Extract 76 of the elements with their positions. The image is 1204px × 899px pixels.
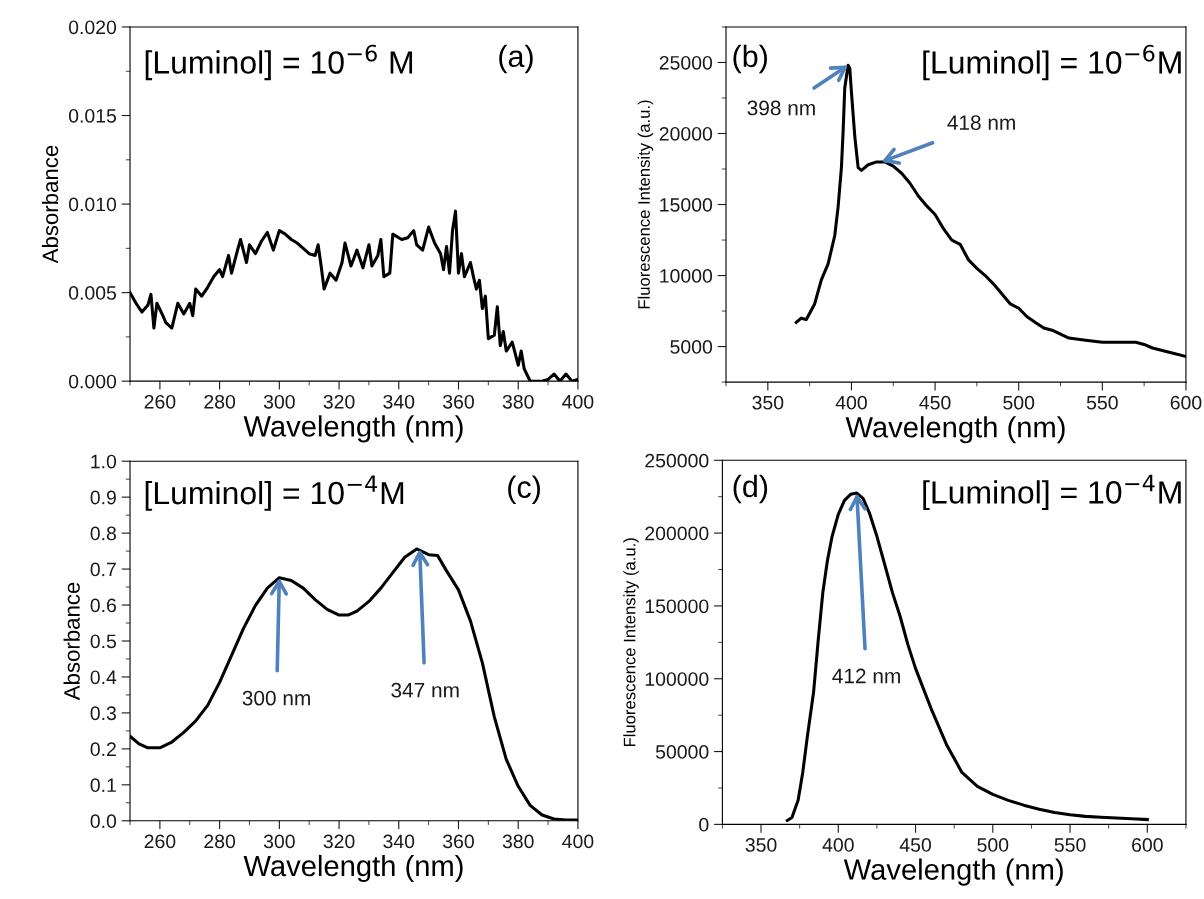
x-tick-label: 340 [383, 834, 415, 849]
y-tick-label: 0.2 [90, 742, 116, 757]
annotation: 347 nm [391, 682, 459, 698]
x-tick-label: 280 [204, 394, 236, 409]
y-tick-label: 0.7 [90, 562, 116, 577]
text: [Luminol] = 10$^{−6}$M [923, 44, 1181, 81]
y-tick-label: 5000 [670, 340, 713, 354]
x-tick-label: 320 [323, 834, 355, 849]
x-tick-label: 260 [144, 834, 176, 849]
x-tick-label: 300 [263, 834, 295, 849]
y-tick-label: 150000 [645, 599, 709, 614]
y-tick-label: 0.6 [90, 598, 116, 613]
y-tick-label: 15000 [660, 197, 713, 212]
annotation: (b) [733, 44, 767, 74]
annotation: (a) [499, 44, 533, 74]
text: [Luminol] = 10$^{−6}$ M [145, 44, 413, 81]
y-tick-label: 25000 [659, 55, 713, 70]
y-tick-label: 100000 [645, 672, 709, 686]
x-tick-label: 450 [919, 395, 951, 410]
x-tick-label: 400 [835, 395, 867, 410]
y-tick-label: 0.1 [90, 778, 116, 793]
y-axis-title: Absorbance [63, 582, 80, 701]
y-tick-label: 1.0 [91, 454, 117, 469]
annotation: 412 nm [832, 668, 900, 684]
y-tick-label: 0.0 [90, 814, 117, 829]
y-tick-label: 10000 [660, 269, 713, 283]
x-tick-label: 380 [502, 834, 534, 849]
y-tick-label: 0.020 [68, 20, 117, 35]
y-axis-title: Absorbance [41, 145, 59, 264]
x-axis-title: Wavelength (nm) [243, 854, 463, 883]
annotation: 398 nm [747, 100, 815, 116]
x-axis-title: Wavelength (nm) [843, 858, 1063, 886]
x-axis-title: Wavelength (nm) [845, 416, 1065, 444]
x-tick-label: 600 [1132, 838, 1163, 852]
x-tick-label: 360 [443, 834, 474, 849]
y-tick-label: 0.010 [68, 197, 117, 212]
x-tick-label: 380 [502, 394, 534, 409]
text: [Luminol] = 10$^{−4}$M [923, 474, 1181, 511]
x-tick-label: 500 [1003, 395, 1035, 410]
y-tick-label: 0.8 [90, 526, 116, 541]
y-tick-label: 0.5 [90, 634, 117, 649]
y-tick-label: 0.005 [68, 286, 117, 300]
x-tick-label: 550 [1086, 395, 1118, 410]
annotation: 300 nm [242, 690, 310, 706]
x-tick-label: 360 [443, 394, 474, 409]
y-tick-label: 0.4 [90, 670, 117, 685]
y-tick-label: 250000 [645, 453, 709, 468]
x-tick-label: 350 [752, 395, 784, 410]
y-tick-label: 20000 [659, 126, 713, 141]
x-tick-label: 600 [1170, 395, 1202, 410]
x-tick-label: 450 [899, 838, 931, 852]
x-tick-label: 350 [745, 838, 777, 852]
x-tick-label: 260 [144, 394, 176, 409]
y-tick-label: 50000 [655, 745, 709, 759]
y-tick-label: 0.000 [68, 374, 117, 389]
x-tick-label: 500 [977, 838, 1009, 852]
x-tick-label: 320 [323, 394, 355, 409]
y-tick-label: 0 [699, 817, 709, 832]
x-tick-label: 400 [822, 838, 854, 852]
x-tick-label: 400 [562, 394, 594, 409]
y-tick-label: 0.9 [90, 490, 116, 505]
annotation: (c) [508, 475, 540, 505]
x-axis-title: Wavelength (nm) [243, 415, 463, 443]
y-tick-label: 0.3 [90, 706, 116, 721]
y-axis-title: Fluorescence Intensity (a.u.) [637, 100, 654, 309]
x-tick-label: 300 [263, 394, 295, 409]
y-tick-label: 200000 [645, 526, 709, 541]
text: [Luminol] = 10$^{−4}$M [145, 475, 404, 511]
x-tick-label: 340 [383, 394, 415, 409]
annotation: (d) [733, 474, 768, 504]
y-tick-label: 0.015 [68, 108, 117, 123]
y-axis-title: Fluorescence Intensity (a.u.) [623, 538, 639, 747]
x-tick-label: 280 [204, 834, 236, 849]
x-tick-label: 550 [1054, 838, 1086, 852]
annotation: 418 nm [947, 115, 1015, 130]
x-tick-label: 400 [562, 834, 594, 849]
